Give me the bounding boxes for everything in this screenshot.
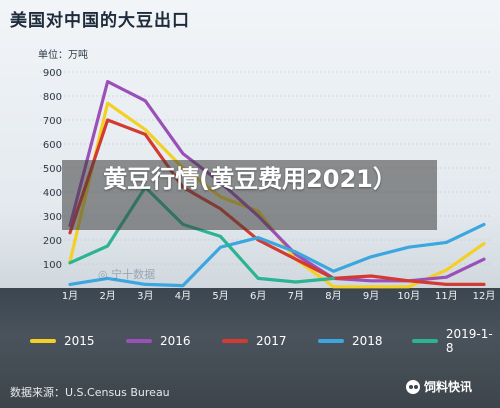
y-tick-label: 300 (43, 212, 62, 223)
y-tick-label: 400 (43, 188, 62, 199)
x-tick-label: 11月 (435, 290, 458, 302)
y-tick-label: 700 (43, 116, 62, 127)
y-tick-label: 800 (43, 92, 62, 103)
overlay-banner-text: 黄豆行情(黄豆费用2021） (103, 165, 397, 193)
legend-swatch (318, 339, 344, 343)
x-tick-label: 9月 (363, 290, 379, 302)
legend-swatch (30, 339, 56, 343)
legend-swatch (222, 339, 248, 343)
legend-item: 2017 (222, 333, 287, 349)
brand-label: 饲料快讯 (424, 380, 473, 394)
legend-swatch (412, 339, 438, 343)
legend-item: 2016 (126, 333, 191, 349)
watermark-icon: ◎ (98, 268, 108, 281)
legend-label: 2019-1-8 (445, 327, 493, 355)
x-tick-label: 3月 (137, 290, 153, 302)
series-line-2017 (68, 118, 486, 286)
legend-item: 2018 (318, 333, 383, 349)
x-tick-label: 6月 (250, 290, 266, 302)
legend-label: 2018 (352, 334, 383, 348)
legend-item: 2015 (30, 333, 95, 349)
brand-badge: 饲料快讯 (406, 378, 472, 395)
watermark-label: 宁十数据 (111, 268, 156, 281)
legend-item: 2019-1-8 (412, 327, 500, 355)
y-tick-label: 100 (43, 260, 62, 271)
x-tick-label: 7月 (288, 290, 304, 302)
page-title: 美国对中国的大豆出口 (10, 11, 190, 31)
x-tick-label: 1月 (62, 290, 78, 302)
chart-background (0, 0, 500, 300)
legend-label: 2016 (160, 334, 191, 348)
y-tick-label: 200 (43, 236, 62, 247)
y-tick-label: 500 (43, 164, 62, 175)
series-line-2018 (68, 222, 486, 288)
chart-legend: 2015 2016 2017 2018 2019-1-8 (30, 327, 500, 355)
x-tick-label: 10月 (397, 290, 420, 302)
legend-label: 2015 (64, 334, 95, 348)
wechat-icon (406, 379, 420, 394)
x-tick-label: 5月 (212, 290, 228, 302)
legend-label: 2017 (256, 334, 287, 348)
y-tick-label: 900 (43, 68, 62, 79)
watermark: ◎ 宁十数据 (98, 266, 155, 282)
y-tick-label: 600 (43, 140, 62, 151)
x-tick-label: 12月 (473, 290, 496, 302)
overlay-banner (62, 160, 437, 230)
x-tick-label: 8月 (325, 290, 341, 302)
legend-swatch (126, 339, 152, 343)
x-tick-label: 2月 (99, 290, 115, 302)
series-line-2019-1-8 (68, 185, 336, 284)
data-source-note: 数据来源：U.S.Census Bureau (10, 386, 170, 399)
y-axis-unit-label: 单位：万吨 (38, 50, 88, 61)
x-tick-label: 4月 (175, 290, 191, 302)
